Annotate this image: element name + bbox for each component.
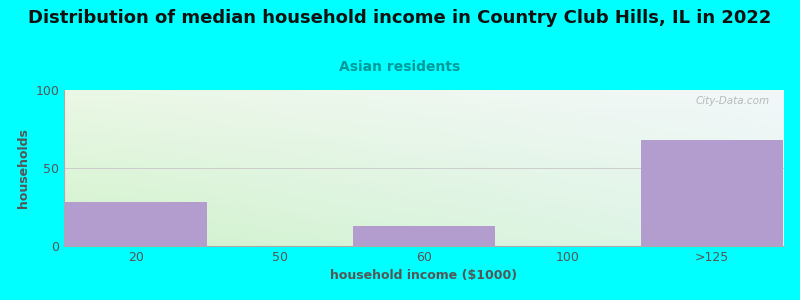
Y-axis label: households: households bbox=[17, 128, 30, 208]
Bar bbox=[354, 226, 494, 246]
Bar bbox=[642, 140, 782, 246]
Text: Asian residents: Asian residents bbox=[339, 60, 461, 74]
Text: City-Data.com: City-Data.com bbox=[695, 96, 770, 106]
Bar bbox=[66, 202, 206, 246]
Text: Distribution of median household income in Country Club Hills, IL in 2022: Distribution of median household income … bbox=[28, 9, 772, 27]
X-axis label: household income ($1000): household income ($1000) bbox=[330, 269, 518, 282]
